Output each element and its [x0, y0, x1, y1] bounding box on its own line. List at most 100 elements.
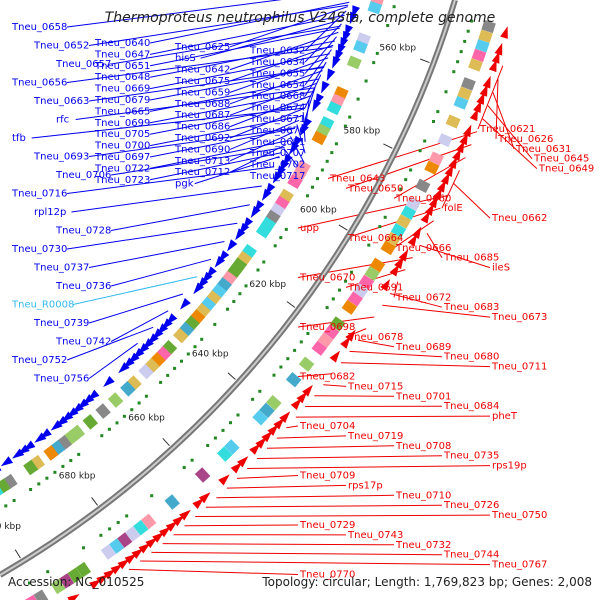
gene-label-forward[interactable]: Tneu_0716 [11, 189, 67, 200]
gene-label-forward[interactable]: Tneu_0634 [249, 57, 305, 68]
gene-label-reverse[interactable]: Tneu_0645 [533, 154, 589, 165]
gene-label-forward[interactable]: Tneu_0658 [11, 22, 67, 33]
gene-label-reverse[interactable]: Tneu_0735 [443, 451, 499, 462]
gene-label-reverse[interactable]: Tneu_0660 [395, 193, 451, 204]
gene-label-reverse[interactable]: Tneu_0732 [395, 540, 451, 551]
gene-label-reverse[interactable]: Tneu_0650 [347, 183, 403, 194]
gene-label-reverse[interactable]: Tneu_0672 [395, 292, 451, 303]
gene-label-forward[interactable]: Tneu_0736 [55, 281, 111, 292]
gene-label-reverse[interactable]: Tneu_0708 [395, 441, 451, 452]
gene-label-reverse[interactable]: Tneu_0710 [395, 490, 451, 501]
gene-label-forward[interactable]: Tneu_0665 [94, 106, 150, 117]
gene-label-forward[interactable]: Tneu_0692 [174, 133, 230, 144]
gene-label-forward[interactable]: tfb [12, 133, 26, 144]
gene-label-forward[interactable]: rpl12p [34, 207, 66, 218]
gene-label-reverse[interactable]: upp [300, 223, 319, 234]
gene-label-reverse[interactable]: Tneu_0684 [443, 401, 499, 412]
gene-label-forward[interactable]: Tneu_0675 [174, 76, 230, 87]
gene-label-forward[interactable]: Tneu_0756 [33, 374, 89, 385]
gene-label-forward[interactable]: Tneu_0737 [33, 263, 89, 274]
gene-label-forward[interactable]: Tneu_0647 [94, 49, 150, 60]
gene-label-forward[interactable]: Tneu_0713 [174, 156, 230, 167]
gene-label-forward[interactable]: Tneu_0742 [55, 337, 111, 348]
gene-label-forward[interactable]: Tneu_0707 [249, 148, 305, 159]
gene-label-forward[interactable]: Tneu_0697 [94, 152, 150, 163]
gene-label-reverse[interactable]: rps19p [492, 461, 527, 472]
gene-label-reverse[interactable]: Tneu_0678 [347, 332, 403, 343]
gene-label-reverse[interactable]: Tneu_0626 [497, 134, 553, 145]
gene-label-reverse[interactable]: Tneu_0698 [299, 322, 355, 333]
gene-label-forward[interactable]: Tneu_0702 [249, 160, 305, 171]
gene-label-forward[interactable]: Tneu_0700 [94, 141, 150, 152]
gene-label-forward[interactable]: Tneu_0712 [174, 167, 230, 178]
gene-label-forward[interactable]: Tneu_0674 [249, 103, 305, 114]
gene-label-reverse[interactable]: Tneu_0729 [299, 520, 355, 531]
gene-label-forward[interactable]: Tneu_R0008 [11, 300, 74, 311]
gene-label-reverse[interactable]: Tneu_0662 [491, 213, 547, 224]
gene-label-forward[interactable]: Tneu_0625 [174, 42, 230, 53]
gene-label-reverse[interactable]: Tneu_0673 [491, 312, 547, 323]
gene-label-forward[interactable]: Tneu_0651 [94, 61, 150, 72]
gene-label-reverse[interactable]: Tneu_0767 [491, 560, 547, 571]
gene-label-reverse[interactable]: Tneu_0643 [329, 174, 385, 185]
gene-label-forward[interactable]: Tneu_0690 [174, 144, 230, 155]
gene-label-reverse[interactable]: Tneu_0715 [347, 381, 403, 392]
gene-label-forward[interactable]: Tneu_0663 [33, 96, 89, 107]
gene-label-forward[interactable]: Tneu_0655 [249, 68, 305, 79]
gene-label-reverse[interactable]: Tneu_0664 [347, 233, 403, 244]
gene-label-forward[interactable]: Tneu_0699 [94, 118, 150, 129]
gene-label-reverse[interactable]: Tneu_0689 [395, 342, 451, 353]
gene-label-forward[interactable]: Tneu_0648 [94, 72, 150, 83]
gene-label-reverse[interactable]: Tneu_0685 [443, 253, 499, 264]
gene-label-reverse[interactable]: Tneu_0709 [299, 471, 355, 482]
gene-label-reverse[interactable]: rps17p [348, 480, 383, 491]
gene-label-forward[interactable]: pgk [175, 179, 194, 190]
gene-label-forward[interactable]: Tneu_0752 [11, 355, 67, 366]
gene-label-forward[interactable]: Tneu_0656 [11, 78, 67, 89]
gene-label-reverse[interactable]: Tneu_0691 [347, 282, 403, 293]
gene-label-reverse[interactable]: Tneu_0726 [443, 500, 499, 511]
gene-label-forward[interactable]: Tneu_0676 [249, 125, 305, 136]
gene-label-forward[interactable]: Tneu_0728 [55, 226, 111, 237]
gene-label-reverse[interactable]: Tneu_0704 [299, 421, 355, 432]
gene-label-forward[interactable]: Tneu_0739 [33, 318, 89, 329]
gene-label-reverse[interactable]: Tneu_0743 [347, 530, 403, 541]
gene-label-forward[interactable]: Tneu_0687 [174, 110, 230, 121]
gene-label-reverse[interactable]: Tneu_0719 [347, 431, 403, 442]
gene-label-reverse[interactable]: Tneu_0666 [395, 243, 451, 254]
gene-label-forward[interactable]: Tneu_0652 [33, 41, 89, 52]
gene-label-forward[interactable]: Tneu_0717 [249, 171, 305, 182]
gene-label-forward[interactable]: Tneu_0705 [94, 129, 150, 140]
gene-label-reverse[interactable]: Tneu_0649 [538, 164, 594, 175]
gene-label-reverse[interactable]: pheT [492, 411, 518, 422]
gene-label-reverse[interactable]: Tneu_0711 [491, 362, 547, 373]
gene-label-reverse[interactable]: Tneu_0744 [443, 550, 499, 561]
gene-label-forward[interactable]: Tneu_0693 [33, 152, 89, 163]
gene-label-forward[interactable]: hisS [175, 53, 196, 64]
gene-label-forward[interactable]: Tneu_0681 [249, 137, 305, 148]
gene-label-reverse[interactable]: Tneu_0631 [515, 144, 571, 155]
gene-label-reverse[interactable]: folE [444, 203, 463, 214]
gene-label-forward[interactable]: Tneu_0669 [94, 84, 150, 95]
gene-label-reverse[interactable]: Tneu_0770 [299, 570, 355, 581]
gene-label-reverse[interactable]: Tneu_0621 [479, 124, 535, 135]
gene-label-reverse[interactable]: Tneu_0683 [443, 302, 499, 313]
gene-label-forward[interactable]: Tneu_0723 [94, 175, 150, 186]
gene-label-reverse[interactable]: Tneu_0701 [395, 391, 451, 402]
gene-label-forward[interactable]: Tneu_0668 [249, 91, 305, 102]
gene-label-forward[interactable]: rfc [56, 115, 69, 126]
gene-label-forward[interactable]: Tneu_0706 [55, 170, 111, 181]
gene-label-forward[interactable]: Tneu_0642 [174, 65, 230, 76]
gene-label-forward[interactable]: Tneu_0654 [249, 80, 305, 91]
gene-label-forward[interactable]: Tneu_0671 [249, 114, 305, 125]
gene-label-forward[interactable]: Tneu_0659 [174, 87, 230, 98]
gene-label-reverse[interactable]: Tneu_0680 [443, 352, 499, 363]
gene-label-forward[interactable]: Tneu_0686 [174, 122, 230, 133]
gene-label-reverse[interactable]: Tneu_0750 [491, 510, 547, 521]
gene-label-reverse[interactable]: ileS [492, 263, 510, 274]
gene-label-forward[interactable]: Tneu_0688 [174, 99, 230, 110]
gene-label-forward[interactable]: Tneu_0730 [11, 244, 67, 255]
gene-label-forward[interactable]: Tneu_0679 [94, 95, 150, 106]
gene-label-reverse[interactable]: Tneu_0682 [299, 372, 355, 383]
gene-label-forward[interactable]: Tneu_0722 [94, 163, 150, 174]
